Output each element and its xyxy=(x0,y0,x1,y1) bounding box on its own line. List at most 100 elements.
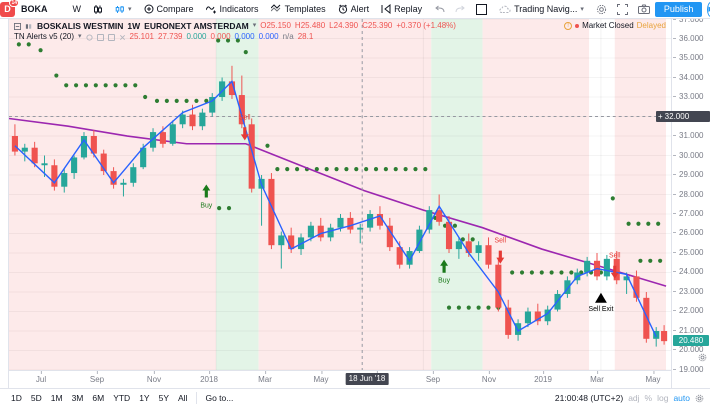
divider xyxy=(196,392,198,404)
layout-name-label: Trading Navig... xyxy=(514,4,578,14)
indicator-dot xyxy=(38,48,43,53)
play-icon: ▶ xyxy=(708,5,710,13)
undo-icon xyxy=(434,5,445,14)
candle-body xyxy=(653,331,660,339)
indicator-dot xyxy=(226,206,232,211)
indicator-dot xyxy=(393,167,398,172)
auto-toggle[interactable]: auto xyxy=(673,393,690,403)
range-button-3m[interactable]: 3M xyxy=(71,393,84,403)
templates-button[interactable]: Templates xyxy=(266,1,331,18)
goto-button[interactable]: Go to... xyxy=(205,393,234,403)
indicator-dot xyxy=(403,167,408,172)
chart-canvas[interactable]: BOSKALIS WESTMIN 1W EURONEXT AMSTERDAM ▾… xyxy=(9,19,671,370)
app-logo[interactable]: D 14 xyxy=(0,0,19,17)
indicator-dot xyxy=(476,305,481,310)
layout-button[interactable] xyxy=(471,1,492,18)
fullscreen-button[interactable] xyxy=(612,1,633,18)
bar-style-button[interactable]: ▾ xyxy=(110,1,137,18)
indicator-dot xyxy=(638,258,643,263)
snapshot-button[interactable] xyxy=(633,1,655,18)
price-tick: 31.000 xyxy=(672,131,710,141)
range-button-1d[interactable]: 1D xyxy=(11,393,22,403)
gear-icon[interactable] xyxy=(698,353,707,362)
compare-button[interactable]: Compare xyxy=(139,1,199,18)
indicator-dot xyxy=(549,270,554,275)
price-axis[interactable]: 37.000 36.000 35.000 34.000 33.000 32.000 31.0… xyxy=(656,15,710,374)
drawing-toolbar[interactable] xyxy=(0,19,9,388)
price-tick-label: 33.000 xyxy=(679,92,704,102)
publish-button[interactable]: Publish xyxy=(654,1,703,17)
range-button-ytd[interactable]: YTD xyxy=(113,393,131,403)
candle-body xyxy=(406,251,413,265)
undo-button[interactable] xyxy=(429,1,450,18)
range-button-1y[interactable]: 1Y xyxy=(139,393,150,403)
price-tick: 28.000 xyxy=(672,189,710,199)
signal-label: Sell Exit xyxy=(588,306,613,313)
indicator-dot xyxy=(636,221,641,226)
indicator-dot xyxy=(383,167,388,172)
log-toggle[interactable]: log xyxy=(657,393,669,403)
templates-label: Templates xyxy=(284,4,326,14)
bottom-toolbar: 1D 5D 1M 3M 6M YTD 1Y 5Y All Go to... 21:00:48 (… xyxy=(0,388,710,407)
range-button-6m[interactable]: 6M xyxy=(92,393,105,403)
percent-toggle[interactable]: % xyxy=(644,393,653,403)
indicator-dot xyxy=(646,221,651,226)
candle-body xyxy=(120,182,127,185)
candle-body xyxy=(41,163,48,166)
price-plot[interactable]: Buy Sell Buy Sell Sell Exit Sell xyxy=(9,19,671,370)
background-zone-neutral xyxy=(666,19,671,370)
tick-dash xyxy=(673,154,676,156)
candle-body xyxy=(179,114,186,125)
time-tick-label: Sep xyxy=(426,371,440,389)
range-button-all[interactable]: All xyxy=(178,393,188,403)
cloud-icon xyxy=(499,5,511,14)
candle-body xyxy=(524,311,532,324)
chart-settings-button[interactable] xyxy=(591,1,612,18)
candle-body xyxy=(426,210,433,230)
candle-body xyxy=(436,210,443,222)
range-button-1m[interactable]: 1M xyxy=(50,393,63,403)
indicator-dot xyxy=(446,305,452,310)
tick-dash xyxy=(488,371,490,374)
price-tick: 23.000 xyxy=(672,286,710,296)
alert-button[interactable]: Alert xyxy=(333,1,375,18)
indicator-dot xyxy=(113,83,118,88)
price-tick: 21.000 xyxy=(672,325,710,335)
layout-name-button[interactable]: Trading Navig... ▾ xyxy=(494,1,589,18)
signal-sell: Sell xyxy=(495,238,507,264)
time-tick-label: 2018 xyxy=(200,371,218,389)
play-button[interactable]: ▶ xyxy=(707,1,710,17)
tick-dash xyxy=(673,174,676,176)
interval-button[interactable]: W xyxy=(68,1,87,18)
indicators-button[interactable]: Indicators xyxy=(201,1,264,18)
indicator-dot xyxy=(103,83,108,88)
replay-button[interactable]: Replay xyxy=(376,1,427,18)
chart-style-button[interactable] xyxy=(88,1,108,18)
indicator-dot xyxy=(354,167,359,172)
tick-dash xyxy=(376,371,378,374)
time-axis[interactable]: JulSepNov2018MarMayJulSepNov2019MarMay18… xyxy=(9,370,671,388)
candle-body xyxy=(445,221,453,250)
background-zone-neutral xyxy=(589,19,615,370)
gear-icon[interactable] xyxy=(695,394,704,403)
axis-settings-corner xyxy=(671,349,710,388)
indicator-dot xyxy=(243,50,248,55)
candle-body xyxy=(485,245,492,265)
candle-body xyxy=(159,132,166,144)
candle-body xyxy=(228,81,236,96)
indicator-dot xyxy=(452,223,458,228)
redo-button[interactable] xyxy=(450,1,471,18)
compare-label: Compare xyxy=(156,4,194,14)
range-button-5d[interactable]: 5D xyxy=(30,393,42,403)
templates-icon xyxy=(270,4,282,14)
symbol-search-button[interactable]: BOKA xyxy=(17,1,66,18)
adj-toggle[interactable]: adj xyxy=(628,393,640,403)
price-tick-label: 34.000 xyxy=(679,72,704,82)
alarm-clock-icon xyxy=(338,4,348,14)
indicator-dot xyxy=(658,258,663,263)
candle-body xyxy=(21,147,28,152)
indicator-dot xyxy=(364,167,369,172)
range-button-5y[interactable]: 5Y xyxy=(158,393,169,403)
time-tick-label: May xyxy=(313,371,329,389)
time-tick-label: Sep xyxy=(90,371,104,389)
